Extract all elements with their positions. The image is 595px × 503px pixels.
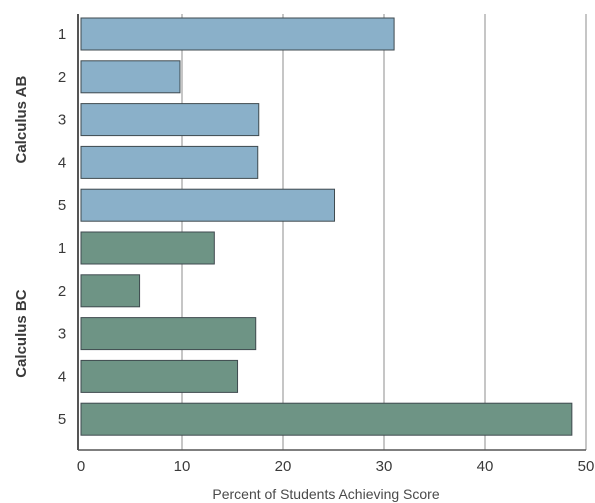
x-tick-label: 10 [174, 458, 191, 475]
labels: 0 10 20 30 40 50 1 2 3 4 5 Calculus AB 1 2 3 4 5 Calculus… [13, 26, 594, 475]
bar [80, 103, 260, 137]
y-tick-label: 3 [58, 112, 66, 129]
x-tick-label: 40 [477, 458, 494, 475]
bars [80, 17, 573, 436]
y-tick-label: 5 [58, 411, 66, 428]
y-tick-label: 4 [58, 154, 66, 171]
y-tick-label: 4 [58, 368, 66, 385]
x-tick-label: 30 [376, 458, 393, 475]
group-label: Calculus BC [13, 289, 30, 378]
y-tick-label: 1 [58, 240, 66, 257]
x-tick-label: 50 [578, 458, 595, 475]
bar [80, 274, 141, 308]
axes [77, 14, 586, 451]
group-label: Calculus AB [13, 76, 30, 164]
y-tick-label: 3 [58, 326, 66, 343]
y-tick-label: 5 [58, 197, 66, 214]
y-tick-label: 2 [58, 283, 66, 300]
y-tick-label: 1 [58, 26, 66, 43]
x-tick-label: 20 [275, 458, 292, 475]
bar [80, 188, 336, 222]
bar [80, 231, 215, 265]
bar [80, 60, 181, 94]
bar [80, 359, 239, 393]
grid-lines [181, 14, 587, 450]
y-tick-label: 2 [58, 69, 66, 86]
bar [80, 402, 573, 436]
x-axis-title: Percent of Students Achieving Score [212, 486, 439, 502]
bar [80, 317, 257, 351]
bar [80, 145, 259, 179]
bar [80, 17, 395, 51]
x-tick-label: 0 [77, 458, 85, 475]
